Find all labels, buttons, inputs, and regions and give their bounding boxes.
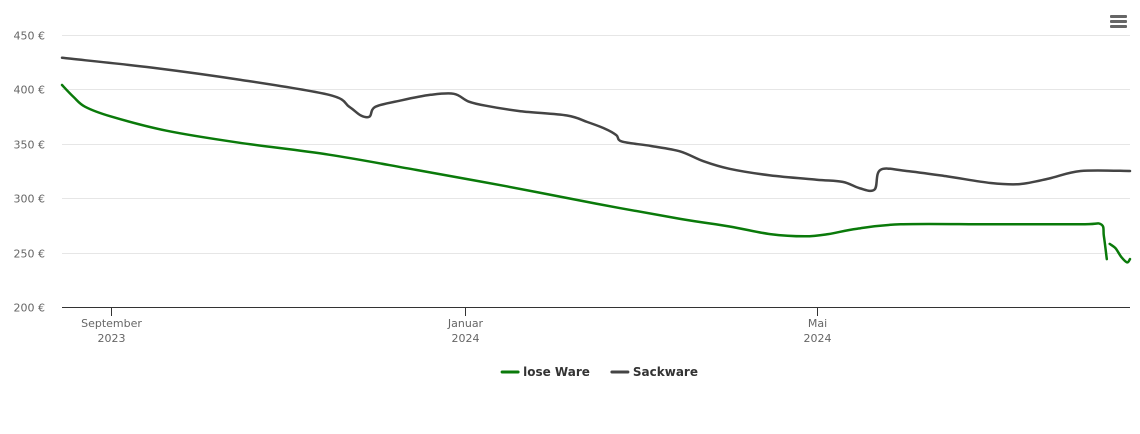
x-tick-label: Mai (808, 317, 827, 330)
x-tick-sublabel: 2023 (98, 332, 126, 345)
grid-lines (62, 35, 1130, 254)
y-tick-label: 450 € (14, 30, 46, 43)
y-tick-label: 400 € (14, 84, 46, 97)
legend-label: lose Ware (523, 365, 590, 379)
y-tick-label: 350 € (14, 139, 46, 152)
legend-label: Sackware (633, 365, 698, 379)
y-tick-label: 200 € (14, 302, 46, 315)
series-lines (60, 56, 1132, 264)
y-tick-label: 300 € (14, 193, 46, 206)
x-tick-sublabel: 2024 (804, 332, 832, 345)
x-tick-sublabel: 2024 (452, 332, 480, 345)
x-axis: September 2023 Januar 2024 Mai 2024 (81, 307, 832, 345)
x-tick-label: Januar (447, 317, 484, 330)
legend-item[interactable]: Sackware (610, 365, 698, 379)
legend[interactable]: lose Ware Sackware (500, 365, 698, 379)
chart-menu-icon[interactable] (1106, 10, 1130, 34)
legend-item[interactable]: lose Ware (500, 365, 590, 379)
x-tick-label: September (81, 317, 142, 330)
series-line (60, 56, 1132, 193)
y-tick-label: 250 € (14, 248, 46, 261)
series-line (60, 83, 1132, 264)
y-axis: 200 € 250 € 300 € 350 € 400 € 450 € (14, 30, 46, 315)
